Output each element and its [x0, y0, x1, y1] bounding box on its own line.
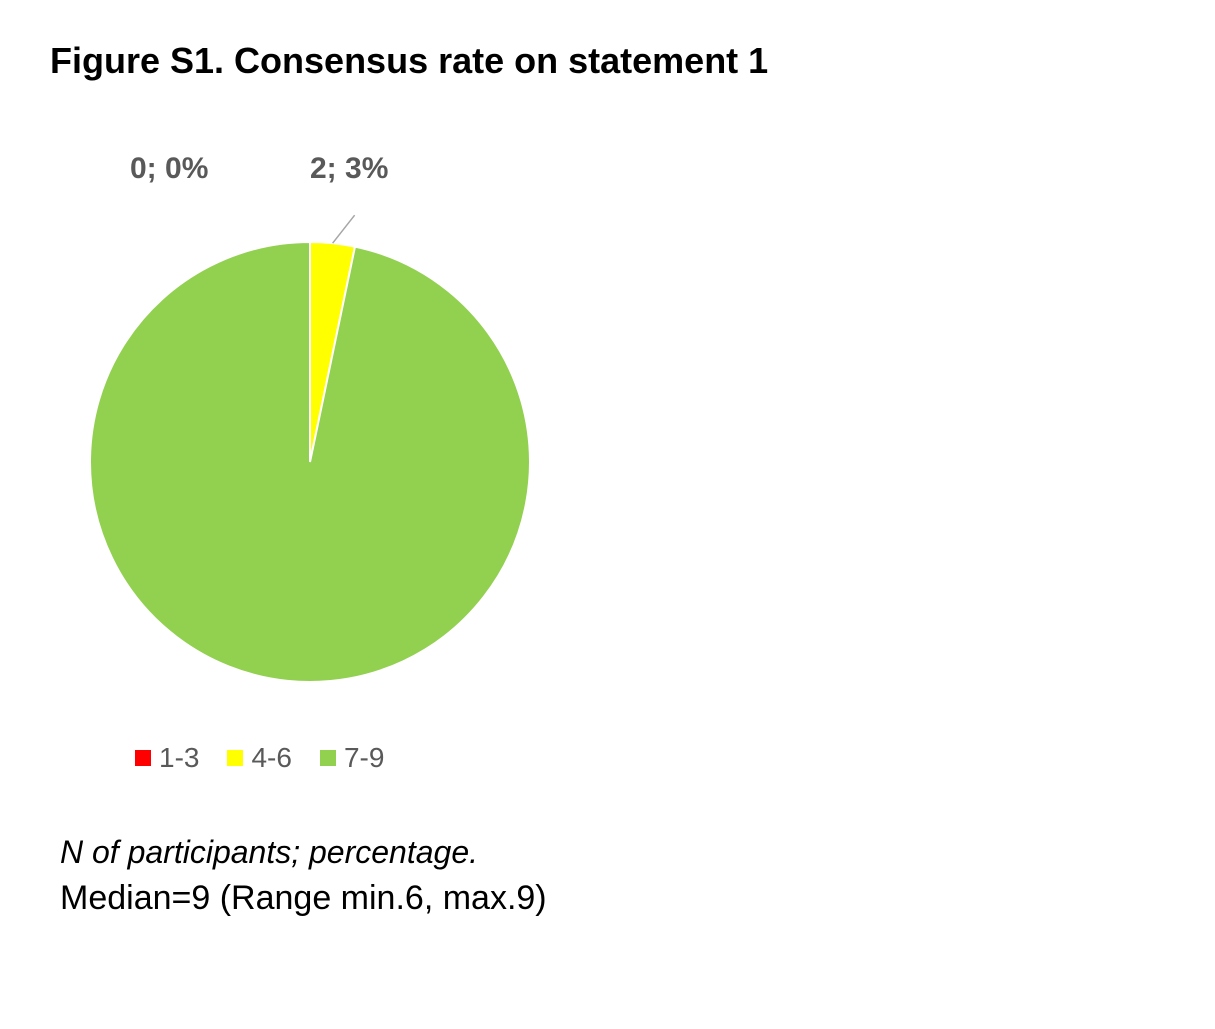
legend-item-1-3: 1-3 [135, 742, 199, 774]
pie-svg [60, 202, 580, 722]
pie-label-zero: 0; 0% [130, 152, 208, 186]
legend-swatch-1-3 [135, 750, 151, 766]
legend-item-7-9: 7-9 [320, 742, 384, 774]
figure-footer: N of participants; percentage. Median=9 … [60, 834, 1165, 918]
legend: 1-3 4-6 7-9 [135, 742, 1165, 774]
footer-italic: N of participants; percentage. [60, 834, 1165, 871]
footer-plain: Median=9 (Range min.6, max.9) [60, 879, 1165, 918]
legend-item-4-6: 4-6 [227, 742, 291, 774]
legend-swatch-4-6 [227, 750, 243, 766]
legend-swatch-7-9 [320, 750, 336, 766]
figure-title: Figure S1. Consensus rate on statement 1 [50, 40, 1165, 82]
legend-label-4-6: 4-6 [251, 742, 291, 774]
legend-label-7-9: 7-9 [344, 742, 384, 774]
pie-label-small: 2; 3% [310, 152, 388, 186]
pie-chart: 0; 0% 2; 3% 59; 97% [50, 152, 650, 702]
legend-label-1-3: 1-3 [159, 742, 199, 774]
